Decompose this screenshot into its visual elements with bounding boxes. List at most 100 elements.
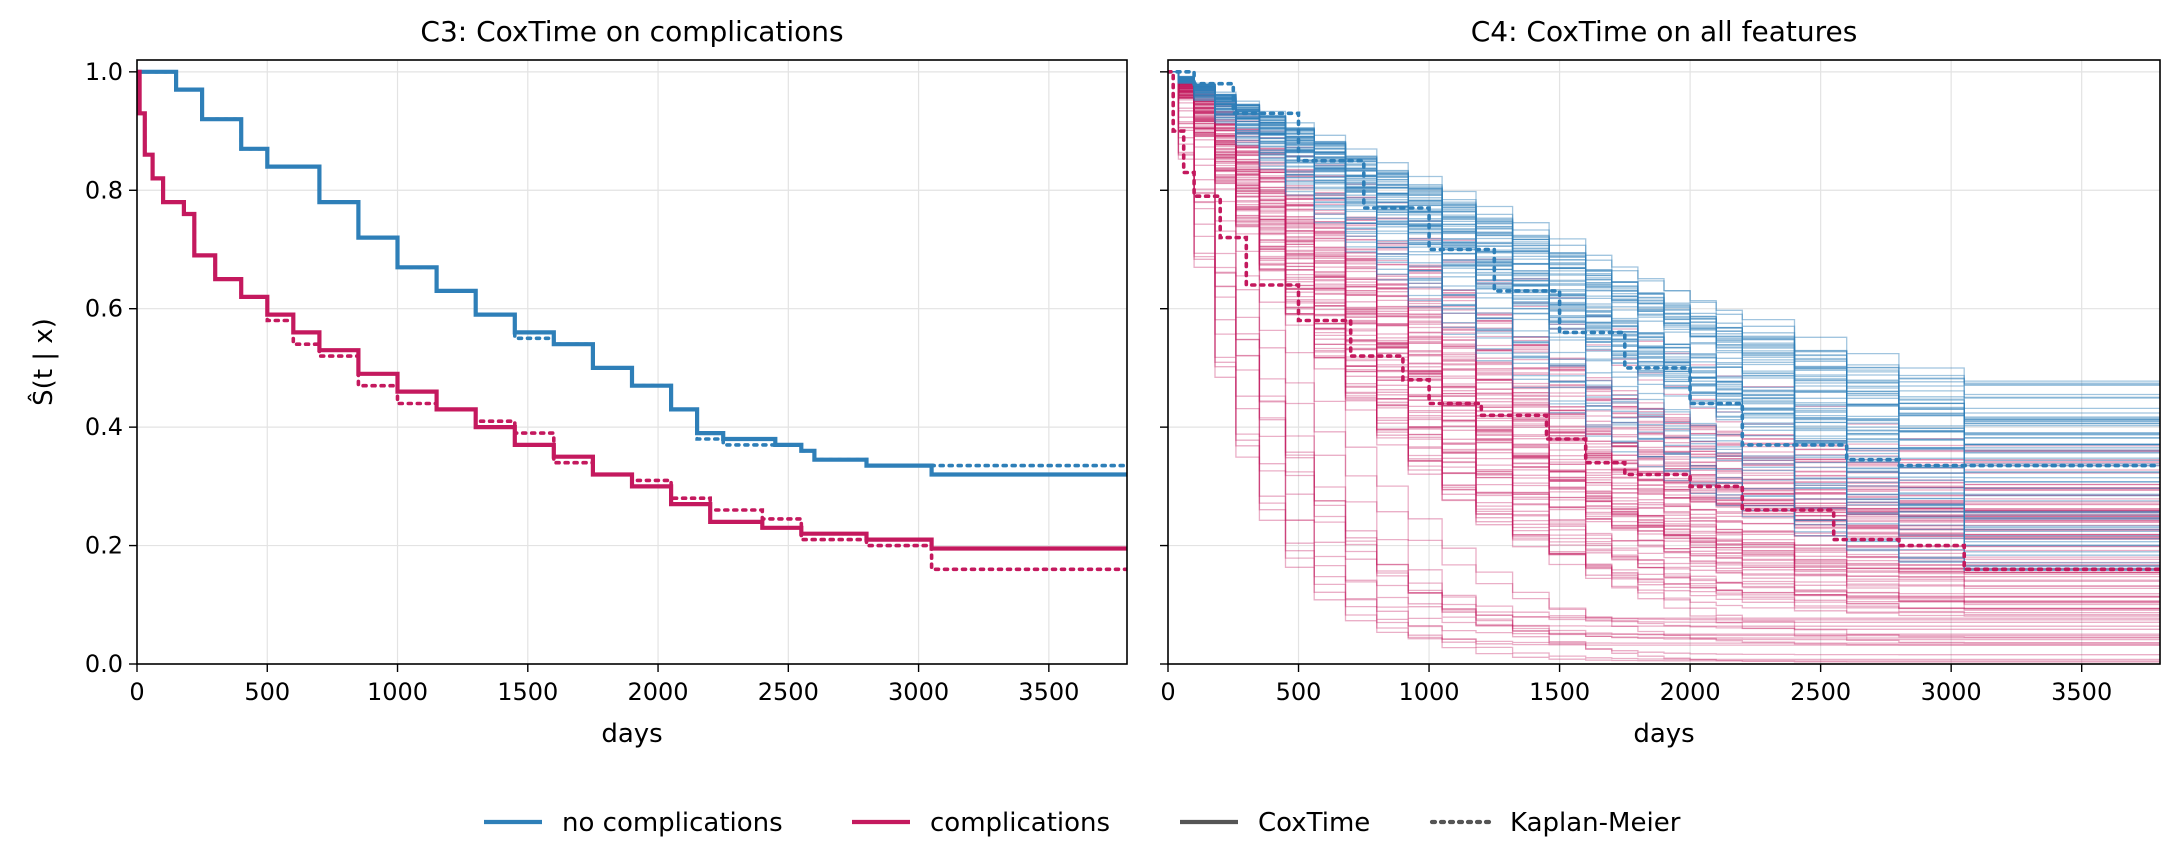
individual-curve-no-complications	[1168, 71, 2160, 564]
individual-curve-complications	[1168, 71, 2160, 467]
individual-curve-complications	[1168, 71, 2160, 520]
panel-c3-yticks: 0.0 0.2 0.4 0.6 0.8 1.0	[85, 58, 137, 678]
individual-curve-complications	[1168, 71, 2160, 602]
individual-curve-no-complications	[1168, 71, 2160, 410]
individual-curve-complications	[1168, 71, 2160, 639]
x-tick-label: 1500	[1529, 678, 1590, 706]
individual-curve-complications	[1168, 71, 2160, 540]
series-complications-coxtime	[137, 69, 1127, 551]
panel-c3-frame	[136, 59, 1128, 665]
individual-curve-no-complications	[1168, 71, 2160, 465]
individual-curve-complications	[1168, 71, 2160, 463]
x-tick-label: 3000	[888, 678, 949, 706]
individual-curve-no-complications	[1168, 71, 2160, 445]
legend-label: CoxTime	[1258, 808, 1370, 838]
individual-curve-complications	[1168, 71, 2160, 602]
individual-curve-complications	[1168, 71, 2160, 663]
individual-curve-complications	[1168, 71, 2160, 573]
individual-curve-complications	[1168, 71, 2160, 598]
individual-curve-complications	[1168, 71, 2160, 547]
individual-curve-complications	[1168, 71, 2160, 574]
panel-c3-xlabel: days	[601, 719, 662, 749]
individual-curve-no-complications	[1168, 71, 2160, 519]
y-tick-label: 0.0	[85, 650, 123, 678]
individual-curve-complications	[1168, 71, 2160, 513]
individual-curve-complications	[1168, 71, 2160, 527]
individual-curve-no-complications	[1168, 71, 2160, 462]
individual-curve-complications	[1168, 71, 2160, 604]
legend-label: no complications	[562, 808, 783, 838]
individual-curve-complications	[1168, 71, 2160, 511]
individual-curve-complications	[1168, 71, 2160, 638]
panel-c3-xticks: 0 500 1000 1500 2000 2500 3000 3500	[129, 664, 1079, 706]
individual-curve-no-complications	[1168, 71, 2160, 543]
individual-curve-no-complications	[1168, 71, 2160, 418]
x-tick-label: 3500	[2051, 678, 2112, 706]
x-tick-label: 1000	[1399, 678, 1460, 706]
individual-curve-complications	[1168, 71, 2160, 564]
panel-c3-curves	[137, 69, 1127, 572]
individual-curve-complications	[1168, 71, 2160, 464]
individual-curve-complications	[1168, 71, 2160, 567]
individual-curve-complications	[1168, 71, 2160, 474]
individual-curve-complications	[1168, 71, 2160, 619]
individual-curve-complications	[1168, 71, 2160, 447]
individual-curve-complications	[1168, 71, 2160, 570]
individual-curve-complications	[1168, 71, 2160, 616]
individual-curve-complications	[1168, 71, 2160, 496]
individual-curve-no-complications	[1168, 71, 2160, 483]
individual-curve-no-complications	[1168, 71, 2160, 446]
x-tick-label: 1500	[497, 678, 558, 706]
individual-curve-complications	[1168, 71, 2160, 578]
individual-curve-complications	[1168, 71, 2160, 503]
individual-curve-complications	[1168, 71, 2160, 486]
individual-curve-complications	[1168, 71, 2160, 521]
x-tick-label: 0	[129, 678, 144, 706]
individual-curve-no-complications	[1168, 71, 2160, 516]
individual-curve-complications	[1168, 71, 2160, 518]
individual-curve-complications	[1168, 71, 2160, 518]
panel-c3-title: C3: CoxTime on complications	[420, 15, 843, 48]
individual-curve-complications	[1168, 71, 2160, 461]
individual-curve-complications	[1168, 71, 2160, 574]
individual-curve-complications	[1168, 71, 2160, 581]
individual-curve-no-complications	[1168, 71, 2160, 414]
individual-curve-no-complications	[1168, 71, 2160, 532]
individual-curve-complications	[1168, 71, 2160, 590]
individual-curve-complications	[1168, 71, 2160, 630]
panel-c3-ylabel: Ŝ(t | x)	[27, 318, 59, 406]
x-tick-label: 3000	[1921, 678, 1982, 706]
individual-curve-complications	[1168, 71, 2160, 512]
individual-curve-no-complications	[1168, 71, 2160, 435]
individual-curve-no-complications	[1168, 71, 2160, 540]
individual-curve-no-complications	[1168, 71, 2160, 421]
individual-curve-no-complications	[1168, 71, 2160, 387]
individual-curve-no-complications	[1168, 71, 2160, 514]
individual-curve-complications	[1168, 71, 2160, 570]
individual-curve-complications	[1168, 71, 2160, 505]
individual-curve-complications	[1168, 71, 2160, 452]
panel-c4-frame	[1167, 59, 2161, 665]
individual-curve-no-complications	[1168, 71, 2160, 423]
individual-curve-no-complications	[1168, 71, 2160, 571]
individual-curve-complications	[1168, 71, 2160, 610]
individual-curve-no-complications	[1168, 71, 2160, 497]
y-tick-label: 0.8	[85, 176, 123, 204]
individual-curve-no-complications	[1168, 71, 2160, 467]
individual-curve-complications	[1168, 71, 2160, 571]
individual-curve-complications	[1168, 71, 2160, 536]
panel-c4-xticks: 0 500 1000 1500 2000 2500 3000 3500	[1160, 664, 2112, 706]
individual-curve-no-complications	[1168, 71, 2160, 567]
individual-curve-no-complications	[1168, 71, 2160, 382]
individual-curve-complications	[1168, 71, 2160, 538]
individual-curve-complications	[1168, 71, 2160, 576]
individual-curve-no-complications	[1168, 71, 2160, 425]
individual-curve-complications	[1168, 71, 2160, 531]
individual-curve-complications	[1168, 71, 2160, 598]
x-tick-label: 2000	[1660, 678, 1721, 706]
series-no-complications-kaplan-meier	[1168, 70, 2160, 468]
x-tick-label: 2500	[758, 678, 819, 706]
panel-c4: C4: CoxTime on all features 0 500 1000 1500…	[1160, 15, 2161, 749]
individual-curve-complications	[1168, 71, 2160, 656]
x-tick-label: 500	[244, 678, 290, 706]
